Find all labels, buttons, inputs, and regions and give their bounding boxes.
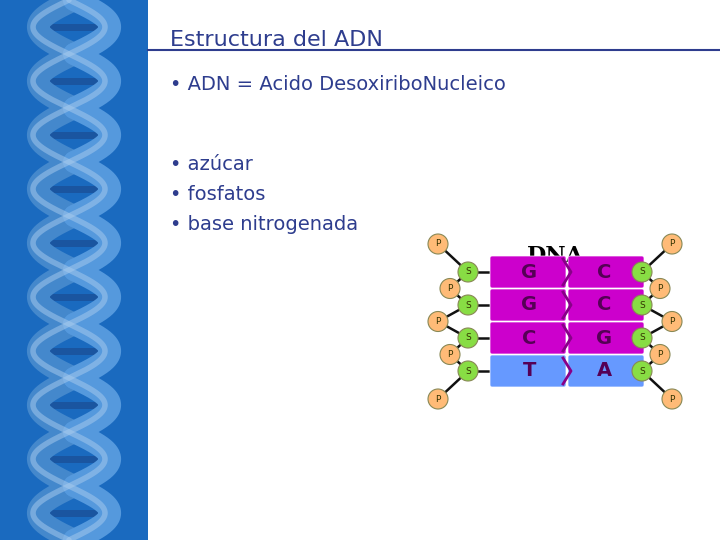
FancyBboxPatch shape [568,256,644,288]
Text: • azúcar: • azúcar [170,155,253,174]
Text: • ADN = Acido DesoxiriboNucleico: • ADN = Acido DesoxiriboNucleico [170,75,506,94]
Text: DNA: DNA [526,245,583,267]
FancyBboxPatch shape [490,355,566,387]
Text: S: S [465,367,471,375]
Circle shape [632,262,652,282]
Text: Estructura del ADN: Estructura del ADN [170,30,383,50]
Circle shape [428,234,448,254]
Text: P: P [436,317,441,326]
Text: P: P [447,350,453,359]
FancyBboxPatch shape [568,289,644,321]
FancyBboxPatch shape [490,322,566,354]
Text: P: P [657,284,662,293]
Circle shape [632,361,652,381]
Text: S: S [639,367,645,375]
Circle shape [632,295,652,315]
Text: T: T [523,361,536,381]
Text: S: S [639,300,645,309]
Circle shape [632,328,652,348]
Circle shape [650,279,670,299]
Text: C: C [598,295,612,314]
Text: P: P [657,350,662,359]
FancyBboxPatch shape [490,256,566,288]
Text: G: G [596,328,613,348]
Circle shape [440,345,460,364]
Circle shape [458,262,478,282]
Text: G: G [521,262,538,281]
Text: G: G [521,295,538,314]
Text: P: P [670,395,675,403]
Text: P: P [436,395,441,403]
Text: S: S [639,334,645,342]
Circle shape [458,361,478,381]
Circle shape [662,312,682,332]
Text: • base nitrogenada: • base nitrogenada [170,215,358,234]
Circle shape [458,328,478,348]
FancyBboxPatch shape [568,355,644,387]
Circle shape [662,234,682,254]
Circle shape [662,389,682,409]
Circle shape [440,279,460,299]
Bar [0,0,148,540]
FancyBboxPatch shape [490,289,566,321]
Circle shape [428,312,448,332]
Text: C: C [522,328,536,348]
Circle shape [428,389,448,409]
Text: C: C [598,262,612,281]
Text: P: P [447,284,453,293]
Circle shape [458,295,478,315]
Circle shape [650,345,670,364]
Text: A: A [597,361,612,381]
Text: P: P [436,240,441,248]
Text: S: S [465,334,471,342]
Text: S: S [465,300,471,309]
Text: S: S [639,267,645,276]
Text: P: P [670,317,675,326]
Text: P: P [670,240,675,248]
Text: • fosfatos: • fosfatos [170,185,266,204]
Text: S: S [465,267,471,276]
FancyBboxPatch shape [568,322,644,354]
Bar [148,0,720,540]
